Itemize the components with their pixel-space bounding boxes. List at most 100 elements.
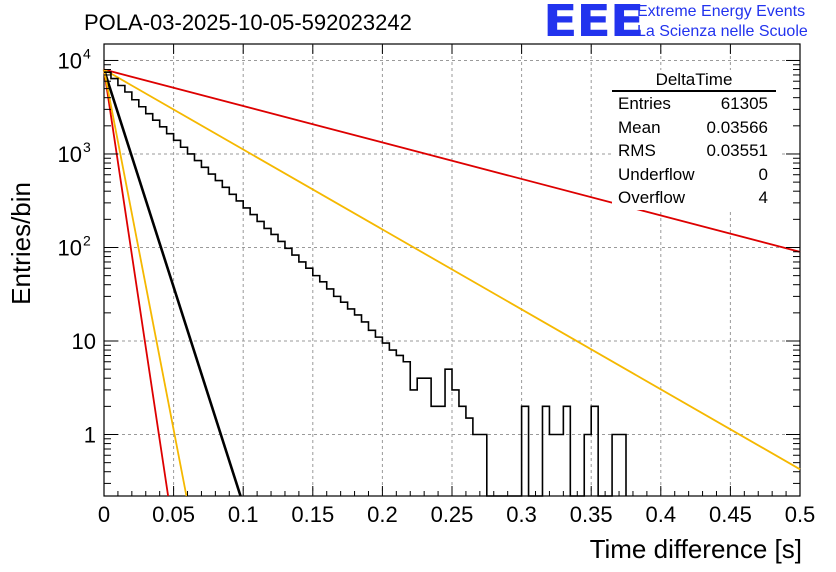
fit-curve-upper-bound-red [103,68,801,253]
x-tick-label: 0.1 [228,502,259,527]
histogram-bin [299,262,306,496]
fit-curve-steep-red [103,69,170,497]
histogram-bin [153,120,160,496]
histogram-bin [104,72,111,496]
histogram-bin [194,161,201,496]
histogram-bin [146,114,153,496]
histogram-bin [215,181,222,496]
histogram-bin [424,378,431,496]
histogram-bin [556,435,563,496]
histogram-bin [111,79,118,496]
histogram-bin [306,268,313,496]
histogram-bin [619,435,626,496]
histogram-bin [396,355,403,496]
y-tick-label: 10 [58,235,82,260]
x-tick-label: 0.4 [646,502,677,527]
histogram-bin [389,350,396,496]
logo-caption-line1: Extreme Energy Events [637,3,806,20]
fit-curve-fit [102,69,242,497]
histogram-bin [188,154,195,496]
eee-logo: EEE [543,0,644,47]
histogram-bin [431,406,438,496]
histogram-bin [167,134,174,496]
stats-title: DeltaTime [612,70,776,92]
histogram-bin [208,174,215,496]
histogram-bin [542,406,549,496]
y-tick-exponent: 3 [83,139,91,155]
stats-box: DeltaTime Entries 61305 Mean 0.03566 RMS 0.… [612,70,780,210]
histogram-bin [139,107,146,496]
histogram-bin [355,315,362,496]
fit-curve-steep-yellow [103,69,188,497]
histogram-bin [341,302,348,496]
fit-curves [102,68,801,497]
histogram-bin [466,418,473,496]
x-tick-label: 0.45 [709,502,752,527]
histogram-bin [250,215,257,496]
histogram-bin [292,255,299,496]
y-tick-label: 10 [58,142,82,167]
histogram-bin [612,435,619,496]
histogram-outline [104,71,627,497]
histogram-bin [445,369,452,496]
histogram-bin [522,406,529,496]
y-tick-label: 10 [58,48,82,73]
histogram-bin [327,289,334,496]
stats-row-overflow: Overflow 4 [618,188,768,207]
histogram-bin [549,435,556,496]
histogram-bin [118,85,125,496]
logo-caption-line2: La Scienza nelle Scuole [637,23,808,40]
x-tick-label: 0.3 [506,502,537,527]
histogram-bin [452,390,459,496]
histogram-bin [285,248,292,496]
histogram-bin [160,127,167,496]
histogram-bin [271,234,278,496]
histogram [104,71,627,497]
histogram-bin [473,435,480,496]
y-axis-label: Entries/bin [6,182,36,305]
histogram-bin [320,282,327,496]
histogram-bin [563,406,570,496]
histogram-bin [362,322,369,496]
histogram-bin [125,92,132,496]
x-tick-label: 0.2 [367,502,398,527]
histogram-bin [278,241,285,496]
histogram-bin [382,343,389,496]
y-tick-label: 10 [72,329,96,354]
chart-title: POLA-03-2025-10-05-592023242 [84,10,412,35]
stats-row-rms: RMS 0.03551 [618,141,768,160]
y-tick-exponent: 4 [83,45,91,61]
x-axis-ticks: 0 0.05 0.1 0.15 0.2 0.25 0.3 0.35 0.4 0.45 0.5 [98,44,815,527]
histogram-bin [438,406,445,496]
histogram-bin [375,337,382,496]
histogram-bin [368,330,375,496]
histogram-bin [222,187,229,496]
histogram-bin [459,406,466,496]
y-tick-exponent: 2 [83,232,91,248]
histogram-bin [264,228,271,496]
histogram-bin [181,147,188,496]
histogram-bin [410,390,417,496]
stats-row-entries: Entries 61305 [618,94,768,113]
histogram-bin [313,276,320,496]
y-tick-label: 1 [84,423,96,448]
histogram-bin [584,435,591,496]
x-axis-label: Time difference [s] [589,534,802,564]
histogram-bin [229,194,236,496]
histogram-bin [334,296,341,496]
histogram-bin [348,309,355,496]
fit-curve-upper-bound-yellow [103,68,801,471]
histogram-bin [403,362,410,496]
histogram-bin [174,140,181,496]
x-tick-label: 0 [98,502,110,527]
histogram-bin [243,208,250,496]
histogram-bin [236,201,243,496]
x-tick-label: 0.05 [152,502,195,527]
x-tick-label: 0.15 [291,502,334,527]
histogram-bin [591,406,598,496]
histogram-bin [201,167,208,496]
histogram-bin [480,435,487,496]
histogram-bin [417,378,424,496]
